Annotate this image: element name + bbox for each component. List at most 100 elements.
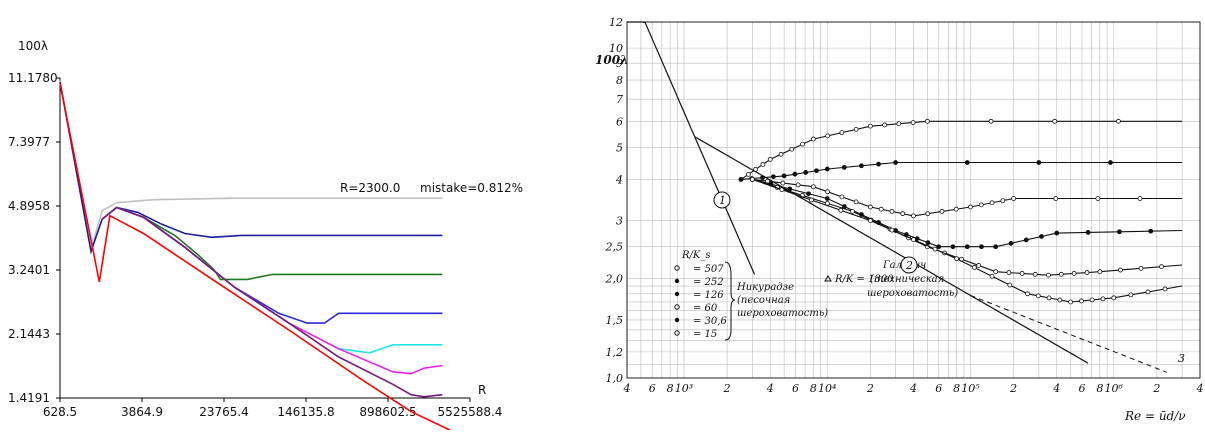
right-series-point — [1085, 230, 1091, 235]
left-chart: 100λ 11.1780 7.3977 4.8958 3.2401 2.1443 1.41… — [0, 0, 560, 434]
circle-label-1: 1 — [713, 191, 731, 209]
right-series-point — [1007, 282, 1013, 288]
right-series-point — [979, 244, 984, 250]
right-ref-curve-1 — [627, 21, 756, 275]
right-series-point — [910, 120, 916, 125]
right-xtick-label: 10³ — [675, 382, 693, 395]
legend-galavich-2: шероховатость) — [867, 288, 958, 299]
legend-val-0: = 507 — [693, 264, 724, 275]
right-ytick-label: 9 — [616, 57, 623, 70]
right-series-point — [795, 182, 801, 188]
right-series-point — [803, 170, 809, 175]
right-series-point — [841, 165, 847, 170]
right-series-point — [767, 156, 773, 162]
right-xtick-label: 4 — [623, 382, 631, 395]
right-series-point — [1162, 286, 1168, 292]
right-series-point — [1128, 292, 1134, 298]
right-series-point — [988, 118, 994, 124]
curve-label-3: 3 — [1178, 352, 1185, 365]
circle-label-2-text: 2 — [905, 259, 913, 272]
right-series-point — [810, 184, 816, 190]
right-series-point — [749, 176, 755, 182]
right-series-point — [1025, 291, 1030, 297]
left-xtick-label: 5525588.4 — [438, 405, 503, 419]
right-series-point — [964, 244, 970, 250]
right-series-point — [760, 161, 766, 167]
right-series-point — [1068, 299, 1074, 305]
right-series-point — [850, 208, 855, 214]
right-series-point — [1095, 196, 1101, 201]
right-series-point — [1052, 118, 1058, 124]
legend-marker-5 — [674, 330, 680, 336]
right-series-point — [792, 171, 798, 177]
left-annotation-mistake: mistake=0.812% — [420, 181, 523, 195]
left-chart-svg: 100λ 11.1780 7.3977 4.8958 3.2401 2.1443 1.41… — [8, 39, 523, 434]
right-series-point — [889, 227, 895, 233]
right-ytick-label: 2,5 — [605, 241, 624, 254]
legend-marker-0 — [674, 265, 680, 271]
right-series-point — [924, 118, 930, 124]
right-series-point — [1111, 295, 1117, 301]
right-ytick-label: 7 — [616, 93, 623, 106]
right-series-point — [900, 211, 906, 217]
left-xtick-label: 898602.5 — [359, 405, 416, 419]
right-ytick-label: 1,0 — [606, 372, 624, 385]
right-xtick-label: 10⁴ — [818, 382, 836, 395]
left-ytick-label: 3.2401 — [8, 263, 50, 277]
legend-nikuradse-1: (песочная — [737, 295, 790, 306]
circle-label-2-ring — [900, 256, 918, 274]
legend-galavich-ratio: R/K = 1300 — [834, 274, 894, 285]
right-series-line-4 — [752, 178, 1183, 276]
right-xtick-label: 6 — [792, 382, 799, 395]
legend-val-3: = 60 — [693, 303, 718, 314]
right-ytick-label: 10 — [609, 42, 623, 55]
right-xtick-label: 8 — [953, 382, 960, 395]
right-xtick-label: 2 — [1009, 382, 1017, 395]
right-series-point — [808, 197, 814, 203]
left-series-line-7 — [59, 83, 461, 434]
right-series-point — [953, 206, 959, 212]
legend-val-5: = 15 — [693, 329, 717, 340]
legend-triangle-marker — [824, 275, 832, 282]
legend-val-2: = 126 — [693, 290, 724, 301]
right-series-point — [814, 168, 819, 174]
right-series-point — [853, 199, 859, 205]
right-series-point — [1116, 118, 1121, 124]
right-ylabel: 100λ — [595, 53, 628, 67]
circle-label-1-text: 1 — [719, 194, 726, 207]
right-series-point — [867, 204, 873, 210]
right-xlabel: Re = ūd/ν — [1124, 409, 1186, 423]
right-series-point — [1006, 270, 1012, 275]
right-series-point — [738, 176, 744, 182]
right-series-point — [779, 187, 785, 193]
right-ytick-label: 1,5 — [606, 314, 624, 327]
left-series-line-2 — [101, 206, 443, 281]
right-series-point — [911, 213, 916, 219]
right-series-point — [1058, 271, 1064, 277]
right-ytick-label: 4 — [615, 173, 623, 186]
right-series-point — [1117, 229, 1122, 235]
left-annotation-r: R=2300.0 — [340, 181, 400, 195]
right-plot-frame — [626, 21, 1201, 379]
right-series-point — [993, 269, 999, 275]
legend-marker-1 — [674, 278, 680, 284]
right-series-point — [1100, 296, 1106, 302]
right-ytick-label: 2,0 — [605, 273, 624, 286]
left-series-line-0 — [59, 80, 443, 250]
left-yticks: 11.1780 7.3977 4.8958 3.2401 2.1443 1.4191 — [8, 71, 60, 405]
right-xtick-label: 6 — [935, 382, 942, 395]
right-series-point — [989, 273, 995, 279]
right-series-point — [954, 256, 960, 262]
right-series-point — [1137, 196, 1143, 201]
right-series-point — [1000, 198, 1006, 204]
legend-brace — [724, 261, 736, 341]
left-xtick-label: 146135.8 — [277, 405, 334, 419]
right-series-point — [778, 151, 784, 157]
right-series-point — [893, 160, 899, 165]
right-chart: 12 10 9 8 7 6 5 4 3 2,5 2,0 1,5 1,2 1,0 4 6 8 10³ 2 4 6 8 10⁴… — [585, 0, 1205, 430]
right-series-point — [1011, 196, 1017, 201]
right-series-point — [839, 194, 845, 200]
left-ytick-label: 4.8958 — [8, 199, 50, 213]
right-series-point — [1108, 160, 1113, 165]
right-series-point — [993, 244, 999, 250]
